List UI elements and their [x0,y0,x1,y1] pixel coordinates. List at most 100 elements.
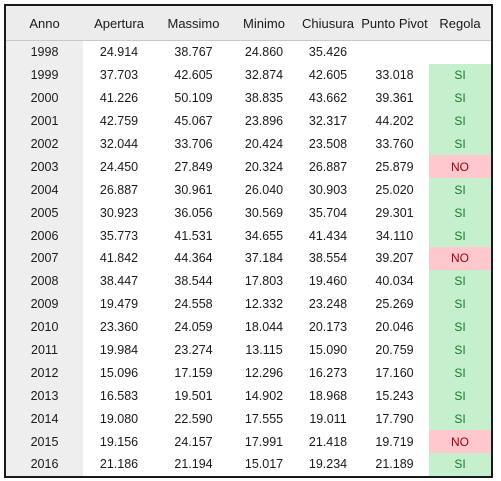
chiusura-cell[interactable]: 41.434 [308,228,348,243]
year-cell[interactable]: 2016 [6,453,83,476]
massimo-cell[interactable]: 30.961 [174,182,213,197]
header-minimo[interactable]: Minimo [232,6,296,41]
pivot-cell[interactable]: 39.207 [375,251,414,266]
apertura-cell[interactable]: 30.923 [99,205,139,220]
massimo-cell[interactable]: 38.767 [155,39,232,64]
header-chiusura[interactable]: Chiusura [296,6,360,41]
massimo-cell[interactable]: 42.605 [174,68,213,83]
pivot-cell[interactable]: 34.110 [375,228,414,243]
chiusura-cell[interactable]: 15.090 [308,343,348,358]
minimo-cell[interactable]: 17.555 [244,411,284,426]
year-cell[interactable]: 2011 [6,338,83,362]
pivot-cell[interactable]: 39.361 [375,91,414,106]
chiusura-cell[interactable]: 43.662 [308,91,348,106]
massimo-cell[interactable]: 38.544 [174,274,213,289]
chiusura-cell[interactable]: 20.173 [308,320,348,335]
pivot-cell[interactable]: 19.719 [375,434,414,449]
regola-cell[interactable]: SI [429,178,491,202]
minimo-cell[interactable]: 34.655 [244,228,284,243]
regola-cell[interactable]: SI [429,315,491,339]
year-cell[interactable]: 2007 [6,247,83,270]
apertura-cell[interactable]: 42.759 [99,114,139,129]
apertura-cell[interactable]: 37.703 [99,68,139,83]
year-cell[interactable]: 2014 [6,407,83,431]
regola-cell[interactable]: SI [429,201,491,225]
regola-cell[interactable]: NO [429,430,491,454]
minimo-cell[interactable]: 12.296 [244,365,284,380]
minimo-cell[interactable]: 32.874 [244,68,284,83]
chiusura-cell[interactable]: 38.554 [308,251,348,266]
pivot-cell[interactable]: 25.020 [375,182,414,197]
regola-cell[interactable]: NO [429,247,491,270]
apertura-cell[interactable]: 38.447 [99,274,139,289]
apertura-cell[interactable]: 19.080 [99,411,139,426]
apertura-cell[interactable]: 19.984 [99,343,139,358]
chiusura-cell[interactable]: 26.887 [308,159,348,174]
chiusura-cell[interactable]: 19.234 [308,457,348,472]
massimo-cell[interactable]: 36.056 [174,205,213,220]
year-cell[interactable]: 2003 [6,155,83,179]
apertura-cell[interactable]: 19.156 [99,434,139,449]
minimo-cell[interactable]: 17.803 [244,274,284,289]
regola-cell[interactable]: SI [429,407,491,431]
pivot-cell[interactable]: 29.301 [375,205,414,220]
apertura-cell[interactable]: 23.360 [99,320,139,335]
chiusura-cell[interactable]: 18.968 [308,388,348,403]
chiusura-cell[interactable]: 21.418 [308,434,348,449]
massimo-cell[interactable]: 21.194 [174,457,213,472]
minimo-cell[interactable]: 23.896 [244,114,284,129]
year-cell[interactable]: 2001 [6,109,83,133]
pivot-cell[interactable]: 15.243 [375,388,414,403]
year-cell[interactable]: 2015 [6,430,83,454]
massimo-cell[interactable]: 50.109 [174,91,213,106]
pivot-cell[interactable]: 33.018 [375,68,414,83]
regola-cell[interactable]: NO [429,155,491,179]
year-cell[interactable]: 1998 [6,39,83,64]
minimo-cell[interactable]: 13.115 [245,343,283,358]
apertura-cell[interactable]: 16.583 [99,388,139,403]
year-cell[interactable]: 2008 [6,269,83,293]
header-massimo[interactable]: Massimo [155,6,232,41]
year-cell[interactable]: 2010 [6,315,83,339]
apertura-cell[interactable]: 41.226 [99,91,139,106]
massimo-cell[interactable]: 19.501 [174,388,213,403]
year-cell[interactable]: 2002 [6,132,83,156]
minimo-cell[interactable]: 30.569 [244,205,284,220]
chiusura-cell[interactable]: 42.605 [308,68,348,83]
chiusura-cell[interactable]: 16.273 [308,365,348,380]
pivot-cell[interactable]: 25.269 [375,297,414,312]
apertura-cell[interactable]: 41.842 [99,251,139,266]
massimo-cell[interactable]: 24.558 [174,297,213,312]
apertura-cell[interactable]: 35.773 [99,228,139,243]
massimo-cell[interactable]: 27.849 [174,159,213,174]
apertura-cell[interactable]: 26.887 [99,182,139,197]
minimo-cell[interactable]: 17.991 [244,434,284,449]
pivot-cell[interactable]: 33.760 [375,137,414,151]
chiusura-cell[interactable]: 19.460 [308,274,348,289]
minimo-cell[interactable]: 26.040 [244,182,284,197]
chiusura-cell[interactable]: 35.704 [308,205,348,220]
pivot-cell[interactable]: 17.790 [375,411,414,426]
apertura-cell[interactable]: 24.914 [83,39,155,64]
regola-cell[interactable]: SI [429,86,491,110]
chiusura-cell[interactable]: 35.426 [296,39,360,64]
apertura-cell[interactable]: 32.044 [99,137,139,151]
regola-cell[interactable]: SI [429,292,491,316]
minimo-cell[interactable]: 20.324 [244,159,284,174]
massimo-cell[interactable]: 17.159 [174,365,213,380]
apertura-cell[interactable]: 19.479 [99,297,139,312]
chiusura-cell[interactable]: 23.248 [308,297,348,312]
pivot-cell[interactable]: 25.879 [375,159,414,174]
chiusura-cell[interactable]: 32.317 [308,114,348,129]
year-cell[interactable]: 2013 [6,384,83,408]
regola-cell[interactable]: SI [429,224,491,248]
minimo-cell[interactable]: 20.424 [244,137,284,151]
regola-cell[interactable] [429,39,491,64]
header-apertura[interactable]: Apertura [83,6,155,41]
regola-cell[interactable]: SI [429,338,491,362]
apertura-cell[interactable]: 15.096 [99,365,139,380]
regola-cell[interactable]: SI [429,132,491,156]
pivot-cell[interactable]: 17.160 [375,365,414,380]
header-anno[interactable]: Anno [6,6,83,41]
regola-cell[interactable]: SI [429,109,491,133]
